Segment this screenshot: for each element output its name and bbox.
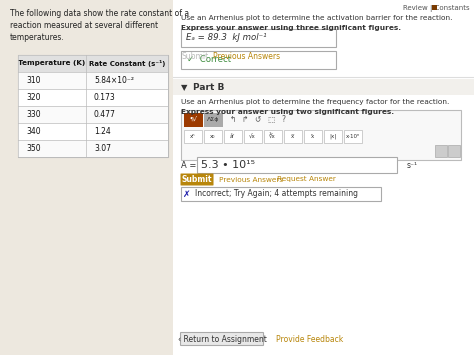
Text: 310: 310: [26, 76, 40, 85]
Text: 0.173: 0.173: [94, 93, 116, 102]
FancyBboxPatch shape: [203, 113, 222, 126]
Text: 5.3 • 10¹⁵: 5.3 • 10¹⁵: [201, 160, 255, 170]
FancyBboxPatch shape: [181, 174, 213, 186]
Bar: [18, 72, 168, 89]
Bar: [173, 0, 474, 355]
Text: |x|: |x|: [329, 133, 336, 139]
Text: å̸: å̸: [231, 133, 234, 138]
FancyBboxPatch shape: [244, 130, 262, 142]
Text: Incorrect; Try Again; 4 attempts remaining: Incorrect; Try Again; 4 attempts remaini…: [195, 190, 358, 198]
FancyBboxPatch shape: [183, 113, 202, 126]
Bar: [18, 106, 168, 123]
Text: ↺: ↺: [254, 115, 260, 124]
Bar: [18, 55, 168, 72]
FancyBboxPatch shape: [197, 157, 397, 173]
Text: 320: 320: [26, 93, 40, 102]
Bar: [0, 0, 173, 355]
Text: xⁿ: xⁿ: [190, 133, 195, 138]
FancyBboxPatch shape: [264, 130, 282, 142]
Text: x₀: x₀: [210, 133, 215, 138]
Text: A =: A =: [181, 160, 196, 169]
Text: s⁻¹: s⁻¹: [407, 160, 418, 169]
Text: Submit: Submit: [182, 175, 212, 184]
Bar: [173, 79, 474, 95]
Text: Use an Arrhenius plot to determine the activation barrier for the reaction.: Use an Arrhenius plot to determine the a…: [181, 15, 453, 21]
Text: Submit: Submit: [181, 52, 208, 61]
Text: Previous Answers: Previous Answers: [219, 176, 283, 182]
Text: ↰: ↰: [230, 115, 236, 124]
Text: ✗: ✗: [183, 190, 191, 198]
Text: ‹ Return to Assignment: ‹ Return to Assignment: [178, 334, 266, 344]
Text: Rate Constant (s⁻¹): Rate Constant (s⁻¹): [89, 60, 165, 67]
Text: 5.84×10⁻²: 5.84×10⁻²: [94, 76, 134, 85]
Text: 350: 350: [26, 144, 41, 153]
Bar: [18, 55, 168, 157]
Text: ▼: ▼: [181, 83, 188, 92]
FancyBboxPatch shape: [181, 29, 336, 47]
FancyBboxPatch shape: [435, 144, 447, 157]
Text: Use an Arrhenius plot to determine the frequency factor for the reaction.: Use an Arrhenius plot to determine the f…: [181, 99, 449, 105]
Text: x·10ⁿ: x·10ⁿ: [346, 133, 360, 138]
FancyBboxPatch shape: [324, 130, 341, 142]
FancyBboxPatch shape: [447, 144, 459, 157]
Text: 330: 330: [26, 110, 41, 119]
Bar: [432, 5, 437, 10]
Text: Review | Constants: Review | Constants: [403, 5, 470, 12]
Text: The following data show the rate constant of a
reaction measured at several diff: The following data show the rate constan…: [10, 9, 189, 42]
Text: Previous Answers: Previous Answers: [213, 52, 280, 61]
Text: Provide Feedback: Provide Feedback: [276, 334, 343, 344]
Text: 3.07: 3.07: [94, 144, 111, 153]
FancyBboxPatch shape: [344, 130, 362, 142]
Text: √x: √x: [249, 133, 256, 139]
Text: Temperature (K): Temperature (K): [18, 60, 86, 66]
Text: Part B: Part B: [193, 83, 224, 92]
Text: ∛x: ∛x: [269, 133, 276, 139]
Text: ΛΣϕ: ΛΣϕ: [207, 117, 219, 122]
FancyBboxPatch shape: [283, 130, 301, 142]
Text: x̂: x̂: [311, 133, 314, 138]
Text: ?: ?: [281, 115, 285, 124]
Text: 1.24: 1.24: [94, 127, 111, 136]
FancyBboxPatch shape: [183, 130, 201, 142]
Text: ↱: ↱: [242, 115, 248, 124]
Text: Request Answer: Request Answer: [277, 176, 336, 182]
FancyBboxPatch shape: [181, 110, 461, 160]
Text: Express your answer using three significant figures.: Express your answer using three signific…: [181, 25, 401, 31]
Text: 0.477: 0.477: [94, 110, 116, 119]
Bar: [18, 123, 168, 140]
FancyBboxPatch shape: [203, 130, 221, 142]
FancyBboxPatch shape: [224, 130, 242, 142]
Text: x̅: x̅: [291, 133, 294, 138]
FancyBboxPatch shape: [181, 187, 381, 201]
FancyBboxPatch shape: [303, 130, 321, 142]
Text: ⬚: ⬚: [267, 115, 274, 124]
Text: 340: 340: [26, 127, 41, 136]
Text: ¶√: ¶√: [189, 117, 197, 122]
Text: Express your answer using two significant figures.: Express your answer using two significan…: [181, 109, 394, 115]
Bar: [18, 140, 168, 157]
Bar: [18, 89, 168, 106]
Text: ✓  Correct: ✓ Correct: [187, 55, 231, 65]
Text: Eₐ = 89.3  kJ mol⁻¹: Eₐ = 89.3 kJ mol⁻¹: [186, 33, 267, 43]
FancyBboxPatch shape: [181, 51, 336, 69]
FancyBboxPatch shape: [181, 333, 264, 345]
